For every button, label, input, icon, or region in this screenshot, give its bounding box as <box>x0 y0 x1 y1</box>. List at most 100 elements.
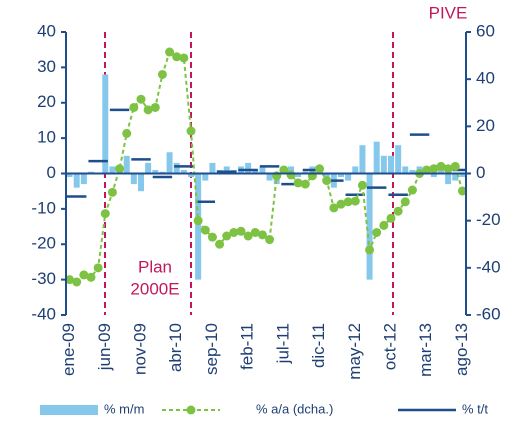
line-marker <box>200 225 210 235</box>
line-marker <box>357 180 367 190</box>
legend-swatch <box>40 405 98 415</box>
line-marker <box>457 186 467 196</box>
bar <box>338 173 344 178</box>
bar <box>288 166 294 174</box>
bar <box>109 166 116 174</box>
bar <box>245 162 252 174</box>
line-marker <box>115 164 125 174</box>
bar <box>373 141 380 174</box>
line-marker <box>100 209 110 219</box>
bar <box>380 155 387 174</box>
bar <box>66 173 73 178</box>
legend-label: % m/m <box>104 401 144 416</box>
bar <box>173 162 180 174</box>
line-marker <box>386 213 396 223</box>
bar <box>123 155 130 174</box>
bar <box>430 173 437 178</box>
bar <box>366 173 373 280</box>
bar <box>152 169 159 174</box>
bar <box>295 173 302 178</box>
y-tick-label: 10 <box>37 128 56 147</box>
line-marker <box>236 226 246 236</box>
x-tick-label: ene-09 <box>59 323 78 376</box>
line-marker <box>229 227 239 237</box>
line-marker <box>322 176 332 186</box>
y-tick-label: -40 <box>31 304 56 323</box>
bar <box>188 173 194 178</box>
y2-tick-label: -40 <box>476 257 501 276</box>
line-marker <box>243 231 253 241</box>
line-marker <box>379 220 389 230</box>
bar <box>259 166 266 174</box>
x-tick-label: sep-10 <box>202 323 221 375</box>
x-tick-label: feb-11 <box>238 323 257 370</box>
y-tick-label: -20 <box>31 234 56 253</box>
line-marker <box>107 187 117 197</box>
line-marker <box>129 102 139 112</box>
y2-tick-label: 0 <box>476 163 485 182</box>
line-marker <box>365 245 375 255</box>
x-tick-label: may-12 <box>345 323 364 380</box>
x-tick-label: ago-13 <box>452 323 471 376</box>
bar <box>352 166 359 174</box>
line-marker <box>286 170 296 180</box>
line-marker <box>136 94 146 104</box>
line-marker <box>315 164 325 174</box>
line-marker <box>165 47 175 57</box>
bar <box>266 173 273 181</box>
line-marker <box>422 165 432 175</box>
line-marker <box>450 161 460 171</box>
y-tick-label: 0 <box>47 163 56 182</box>
line-marker <box>336 199 346 209</box>
line-marker <box>257 230 267 240</box>
legend-label: % t/t <box>462 401 488 416</box>
line-marker <box>157 69 167 79</box>
x-tick-label: oct-12 <box>380 323 399 370</box>
bar <box>345 173 352 181</box>
line-marker <box>393 206 403 216</box>
x-tick-label: nov-09 <box>130 323 149 375</box>
x-tick-label: dic-11 <box>309 323 328 368</box>
x-tick-label: jul-11 <box>273 323 292 364</box>
bar <box>73 173 80 188</box>
x-tick-label: mar-13 <box>416 323 435 377</box>
bar <box>145 162 152 174</box>
line-marker <box>436 161 446 171</box>
line-marker <box>179 53 189 63</box>
bar <box>452 173 459 181</box>
y2-tick-label: 20 <box>476 116 495 135</box>
bar <box>102 74 109 174</box>
line-marker <box>372 227 382 237</box>
legend-marker <box>186 405 196 415</box>
line-marker <box>122 128 132 138</box>
line-marker <box>143 105 153 115</box>
line-marker <box>407 185 417 195</box>
line-marker <box>215 239 225 249</box>
bar <box>209 162 216 174</box>
line-marker <box>222 231 232 241</box>
bar <box>130 173 137 185</box>
y-tick-label: -10 <box>31 198 56 217</box>
y2-tick-label: 40 <box>476 69 495 88</box>
bar <box>402 166 409 174</box>
annotation: PIVE <box>429 3 468 22</box>
line-marker <box>300 179 310 189</box>
y-tick-label: -30 <box>31 269 56 288</box>
line-marker <box>250 227 260 237</box>
bar <box>395 145 402 174</box>
line-marker <box>186 126 196 136</box>
annotation: 2000E <box>130 279 179 298</box>
y2-tick-label: -60 <box>476 304 501 323</box>
line-marker <box>343 197 353 207</box>
line-marker <box>265 235 275 245</box>
line-marker <box>400 197 410 207</box>
bar <box>409 169 416 174</box>
line-marker <box>279 165 289 175</box>
y-tick-label: 30 <box>37 57 56 76</box>
y2-tick-label: 60 <box>476 21 495 40</box>
line-marker <box>150 102 160 112</box>
line-marker <box>72 277 82 287</box>
bar <box>138 173 144 192</box>
line-marker <box>93 263 103 273</box>
